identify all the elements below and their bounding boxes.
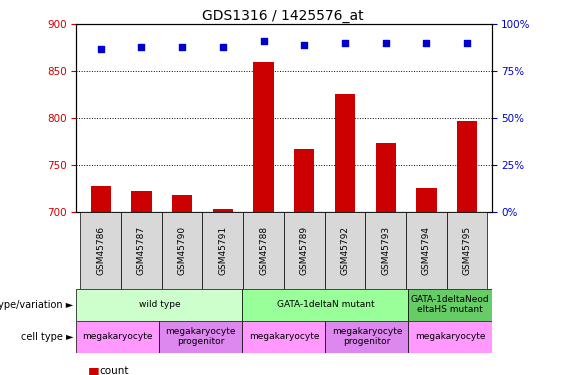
Text: megakaryocyte: megakaryocyte — [249, 332, 319, 341]
Text: GSM45792: GSM45792 — [341, 226, 350, 275]
Bar — [325, 321, 408, 352]
Bar — [131, 191, 151, 212]
Bar — [253, 62, 273, 212]
Text: GSM45793: GSM45793 — [381, 226, 390, 275]
Bar — [172, 195, 192, 212]
Text: megakaryocyte
progenitor: megakaryocyte progenitor — [166, 327, 236, 346]
Text: megakaryocyte
progenitor: megakaryocyte progenitor — [332, 327, 402, 346]
Text: ■: ■ — [88, 365, 99, 375]
Bar — [90, 186, 111, 212]
Bar — [408, 321, 492, 352]
Point — [463, 40, 472, 46]
Point — [341, 40, 350, 46]
Text: wild type: wild type — [138, 300, 180, 309]
Text: GSM45791: GSM45791 — [218, 226, 227, 275]
Bar — [335, 94, 355, 212]
Bar — [325, 212, 366, 289]
Text: GSM45788: GSM45788 — [259, 226, 268, 275]
Bar — [80, 212, 121, 289]
Bar — [242, 321, 325, 352]
Point — [218, 44, 227, 50]
Text: megakaryocyte: megakaryocyte — [82, 332, 153, 341]
Bar — [242, 289, 408, 321]
Point — [422, 40, 431, 46]
Bar — [202, 212, 243, 289]
Bar — [416, 188, 437, 212]
Bar — [159, 321, 242, 352]
Bar — [76, 321, 159, 352]
Bar — [376, 144, 396, 212]
Text: GSM45787: GSM45787 — [137, 226, 146, 275]
Point — [137, 44, 146, 50]
Bar — [212, 209, 233, 212]
Text: GSM45789: GSM45789 — [300, 226, 308, 275]
Bar — [284, 212, 325, 289]
Bar — [408, 289, 492, 321]
Bar — [457, 121, 477, 212]
Point — [259, 38, 268, 44]
Bar — [76, 289, 242, 321]
Text: GDS1316 / 1425576_at: GDS1316 / 1425576_at — [202, 9, 363, 23]
Text: GATA-1deltaNeod
eltaHS mutant: GATA-1deltaNeod eltaHS mutant — [411, 295, 489, 314]
Text: GATA-1deltaN mutant: GATA-1deltaN mutant — [277, 300, 374, 309]
Text: GSM45790: GSM45790 — [177, 226, 186, 275]
Bar — [243, 212, 284, 289]
Bar — [162, 212, 202, 289]
Text: GSM45786: GSM45786 — [96, 226, 105, 275]
Text: GSM45795: GSM45795 — [463, 226, 472, 275]
Bar — [294, 149, 315, 212]
Point — [177, 44, 186, 50]
Point — [300, 42, 309, 48]
Bar — [366, 212, 406, 289]
Point — [381, 40, 390, 46]
Point — [96, 46, 105, 52]
Text: megakaryocyte: megakaryocyte — [415, 332, 485, 341]
Text: cell type ►: cell type ► — [21, 332, 73, 342]
Bar — [121, 212, 162, 289]
Bar — [406, 212, 447, 289]
Text: genotype/variation ►: genotype/variation ► — [0, 300, 73, 310]
Text: GSM45794: GSM45794 — [422, 226, 431, 275]
Bar — [447, 212, 488, 289]
Text: count: count — [99, 366, 128, 375]
